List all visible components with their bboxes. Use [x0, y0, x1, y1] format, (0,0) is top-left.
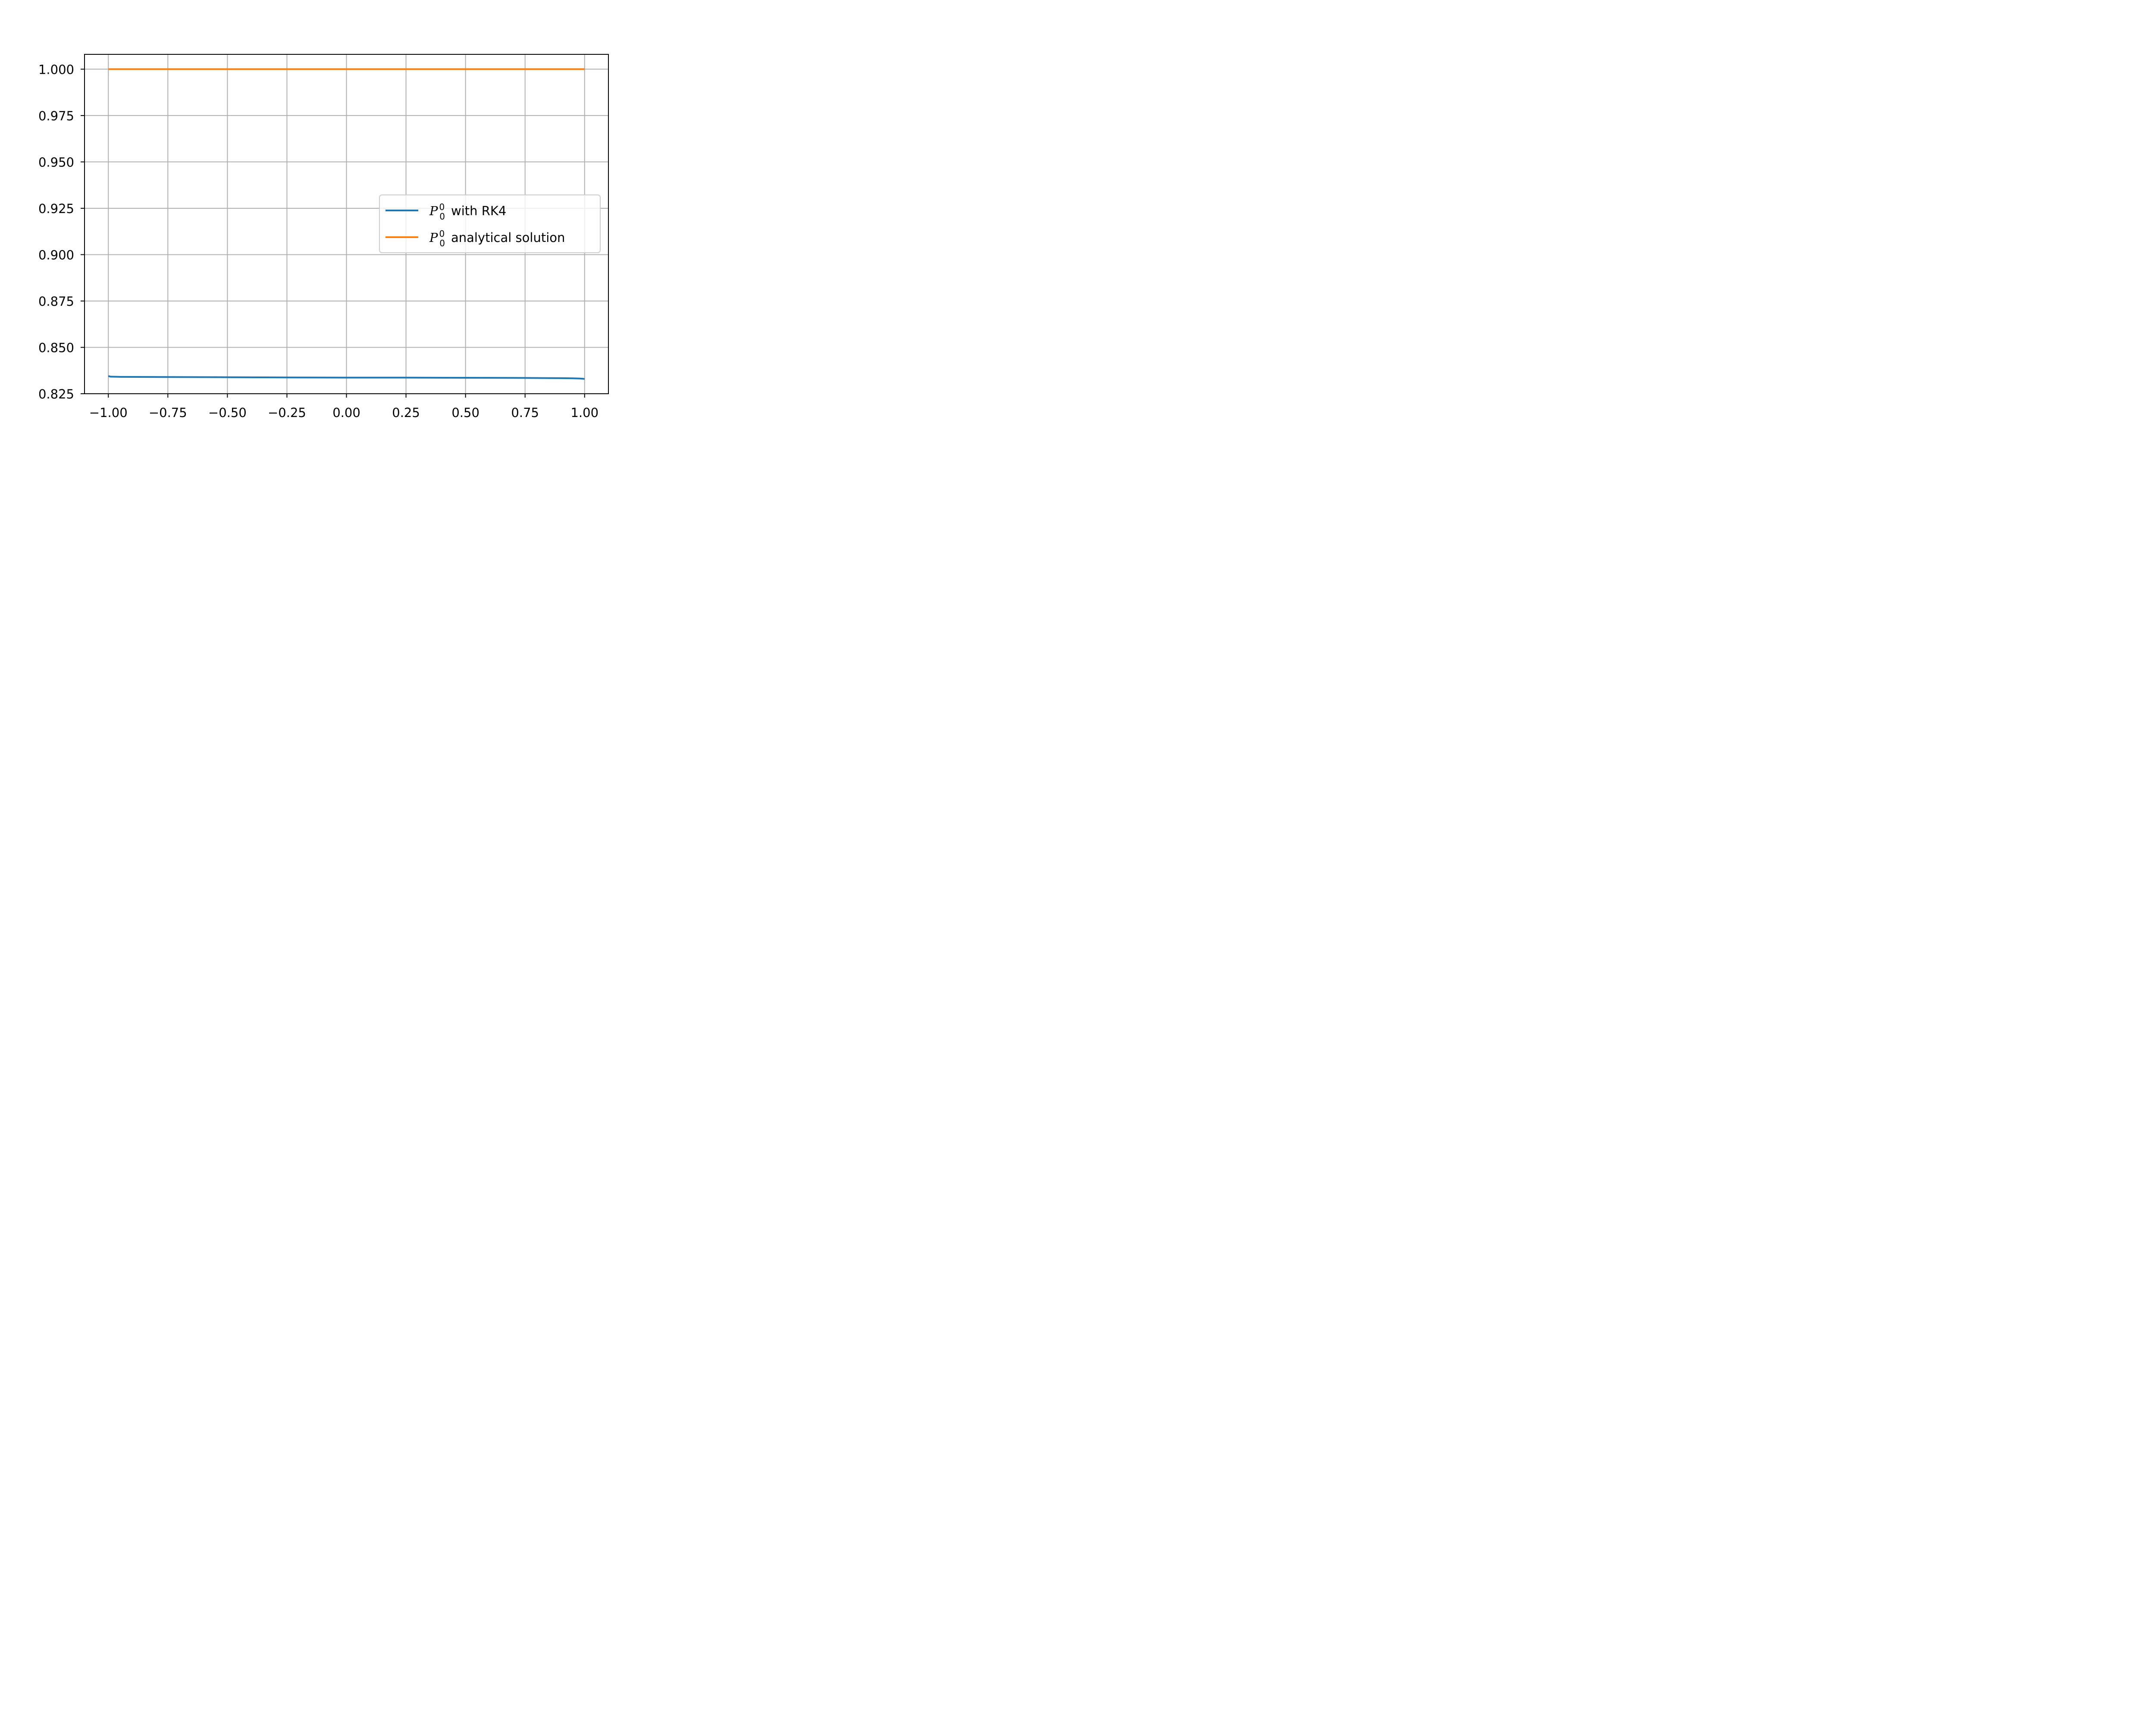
x-axis: −1.00 −0.75 −0.50 −0.25 0.00 0.25 0.50 0.75 1.00 — [89, 394, 599, 420]
x-tick-label: 0.75 — [511, 405, 539, 420]
y-tick-label: 0.825 — [38, 387, 74, 401]
x-tick-label: 1.00 — [570, 405, 599, 420]
line-chart: −1.00 −0.75 −0.50 −0.25 0.00 0.25 0.50 0.75 1.00… — [38, 54, 609, 420]
legend-symbol: P — [429, 230, 438, 245]
y-tick-label: 1.000 — [38, 62, 74, 77]
legend-subscript: 0 — [439, 211, 445, 222]
y-tick-label: 0.975 — [38, 109, 74, 123]
legend-entry-analytical: P 0 0 analytical solution — [429, 229, 565, 248]
legend-entry-rk4: P 0 0 with RK4 — [429, 202, 506, 222]
y-axis: 0.825 0.850 0.875 0.900 0.925 0.950 0.975 1.000 — [38, 62, 85, 401]
legend-label-text: with RK4 — [451, 204, 506, 218]
y-tick-label: 0.900 — [38, 248, 74, 262]
y-tick-label: 0.850 — [38, 340, 74, 355]
x-tick-label: 0.25 — [392, 405, 420, 420]
legend-superscript: 0 — [439, 229, 445, 239]
legend-label-text: analytical solution — [451, 230, 565, 245]
legend-box — [379, 194, 601, 253]
y-tick-label: 0.925 — [38, 201, 74, 216]
y-tick-label: 0.950 — [38, 155, 74, 169]
series-line-rk4 — [108, 375, 585, 380]
x-tick-label: −0.75 — [149, 405, 187, 420]
legend-symbol: P — [429, 204, 438, 218]
x-tick-label: −0.50 — [208, 405, 247, 420]
legend-subscript: 0 — [439, 238, 445, 248]
x-tick-label: −1.00 — [89, 405, 128, 420]
y-tick-label: 0.875 — [38, 294, 74, 309]
series-lines — [108, 68, 585, 380]
legend-superscript: 0 — [439, 202, 445, 212]
legend: P 0 0 with RK4 P 0 0 analytical solution — [379, 194, 601, 253]
x-tick-label: 0.00 — [332, 405, 360, 420]
x-tick-label: −0.25 — [268, 405, 306, 420]
x-tick-label: 0.50 — [451, 405, 479, 420]
